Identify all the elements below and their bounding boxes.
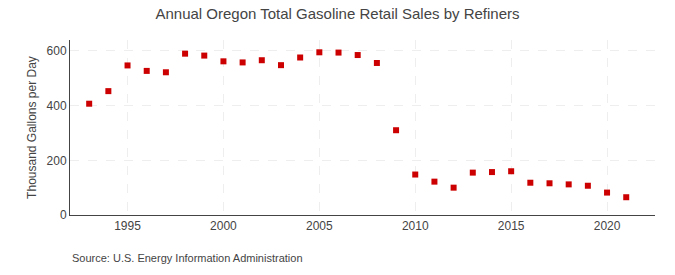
svg-text:2005: 2005 <box>306 219 333 233</box>
svg-text:2020: 2020 <box>594 219 621 233</box>
svg-text:Source: U.S. Energy Informatio: Source: U.S. Energy Information Administ… <box>72 252 303 264</box>
svg-text:400: 400 <box>47 99 67 113</box>
svg-text:2015: 2015 <box>498 219 525 233</box>
svg-text:Thousand Gallons per Day: Thousand Gallons per Day <box>25 56 39 199</box>
svg-text:600: 600 <box>47 44 67 58</box>
svg-text:0: 0 <box>60 208 67 222</box>
svg-text:200: 200 <box>47 154 67 168</box>
svg-text:Annual Oregon Total Gasoline R: Annual Oregon Total Gasoline Retail Sale… <box>155 5 519 22</box>
svg-text:1995: 1995 <box>114 219 141 233</box>
svg-text:2000: 2000 <box>210 219 237 233</box>
svg-text:2010: 2010 <box>402 219 429 233</box>
